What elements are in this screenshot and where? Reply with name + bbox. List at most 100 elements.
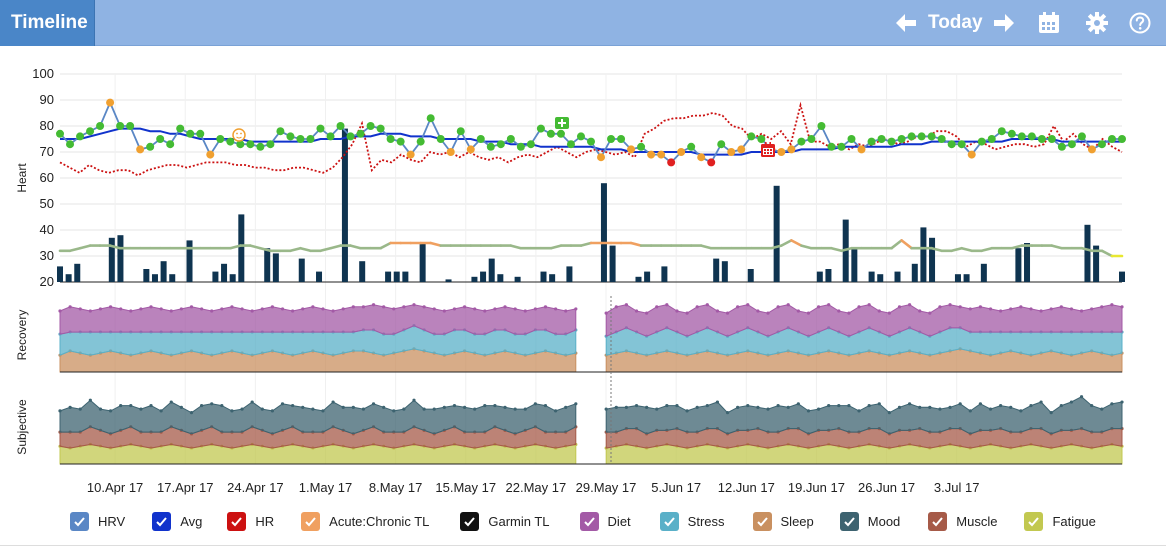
garmin-tl-bar[interactable]: [316, 271, 323, 282]
garmin-tl-bar[interactable]: [264, 248, 271, 282]
hrv-point[interactable]: [807, 135, 816, 143]
garmin-tl-bar[interactable]: [480, 271, 487, 282]
garmin-tl-bar[interactable]: [117, 235, 124, 282]
garmin-tl-bar[interactable]: [868, 271, 875, 282]
hrv-point[interactable]: [867, 137, 876, 146]
hrv-point[interactable]: [286, 132, 295, 141]
garmin-tl-bar[interactable]: [169, 274, 176, 282]
garmin-tl-bar[interactable]: [851, 248, 858, 282]
hrv-point[interactable]: [687, 142, 696, 151]
hrv-point[interactable]: [536, 124, 545, 133]
hrv-point[interactable]: [466, 145, 475, 154]
hrv-point[interactable]: [857, 145, 866, 154]
garmin-tl-bar[interactable]: [514, 276, 521, 282]
hrv-point[interactable]: [346, 132, 355, 141]
hrv-point[interactable]: [967, 150, 976, 159]
hrv-point[interactable]: [156, 135, 165, 143]
hrv-point[interactable]: [817, 122, 826, 130]
garmin-tl-bar[interactable]: [635, 276, 642, 282]
legend-item-hrv[interactable]: HRV: [70, 511, 125, 531]
hrv-point[interactable]: [476, 135, 485, 143]
garmin-tl-bar[interactable]: [298, 258, 305, 282]
hrv-point[interactable]: [216, 135, 225, 143]
hrv-point[interactable]: [566, 140, 575, 149]
legend-item-muscle[interactable]: Muscle: [928, 511, 997, 531]
legend-item-acute-chronic-tl[interactable]: Acute:Chronic TL: [301, 511, 429, 531]
hrv-point[interactable]: [777, 148, 786, 156]
garmin-tl-bar[interactable]: [238, 214, 245, 282]
hrv-point[interactable]: [977, 137, 986, 146]
hrv-point[interactable]: [1007, 129, 1016, 138]
hrv-point[interactable]: [917, 132, 926, 141]
hrv-point[interactable]: [136, 145, 145, 154]
hrv-point[interactable]: [556, 129, 565, 138]
hrv-point[interactable]: [86, 127, 95, 136]
hrv-point[interactable]: [416, 137, 425, 146]
hrv-point[interactable]: [356, 129, 365, 138]
legend-item-avg[interactable]: Avg: [152, 511, 202, 531]
garmin-tl-bar[interactable]: [644, 271, 651, 282]
hrv-point[interactable]: [617, 135, 626, 143]
hrv-point[interactable]: [727, 148, 736, 156]
hrv-point[interactable]: [887, 137, 896, 146]
legend-item-mood[interactable]: Mood: [839, 511, 900, 531]
hrv-point[interactable]: [96, 122, 105, 130]
calendar-button[interactable]: [1037, 11, 1061, 35]
garmin-tl-bar[interactable]: [1084, 224, 1091, 282]
garmin-tl-bar[interactable]: [980, 263, 987, 282]
hrv-point[interactable]: [1027, 132, 1036, 141]
hrv-point[interactable]: [66, 140, 75, 149]
hrv-point[interactable]: [256, 142, 265, 151]
legend-item-sleep[interactable]: Sleep: [752, 511, 814, 531]
hrv-point[interactable]: [697, 153, 706, 162]
timeline-chart[interactable]: 20 30 40 50 60 70 80 90 100 10.Apr 17 17.Apr 17 24.…: [0, 46, 1166, 506]
garmin-tl-bar[interactable]: [341, 128, 348, 282]
hrv-point[interactable]: [657, 150, 666, 159]
legend-item-diet[interactable]: Diet: [579, 511, 631, 531]
hrv-point[interactable]: [587, 137, 595, 146]
hrv-point[interactable]: [196, 129, 205, 138]
garmin-tl-bar[interactable]: [419, 243, 426, 282]
hrv-point[interactable]: [496, 140, 505, 149]
garmin-tl-bar[interactable]: [1093, 245, 1100, 282]
hrv-point[interactable]: [947, 140, 956, 149]
legend-item-fatigue[interactable]: Fatigue: [1024, 511, 1096, 531]
hrv-point[interactable]: [957, 140, 966, 149]
hrv-point[interactable]: [997, 127, 1006, 136]
garmin-tl-bar[interactable]: [920, 227, 927, 282]
garmin-tl-bar[interactable]: [661, 266, 668, 282]
legend-item-hr[interactable]: HR: [227, 511, 274, 531]
garmin-tl-bar[interactable]: [57, 266, 63, 282]
hrv-point[interactable]: [226, 137, 235, 146]
face-icon[interactable]: [232, 128, 246, 142]
hrv-point[interactable]: [106, 98, 115, 107]
calendar-event-icon[interactable]: [761, 142, 775, 157]
hrv-point[interactable]: [306, 135, 315, 143]
hrv-point[interactable]: [176, 124, 185, 133]
legend-item-garmin-tl[interactable]: Garmin TL: [460, 511, 550, 531]
next-button[interactable]: [991, 10, 1017, 36]
hrv-point[interactable]: [266, 140, 275, 149]
garmin-tl-bar[interactable]: [713, 258, 720, 282]
hrv-point[interactable]: [627, 145, 636, 154]
hrv-point[interactable]: [166, 140, 175, 149]
garmin-tl-bar[interactable]: [221, 263, 228, 282]
garmin-tl-bar[interactable]: [1024, 243, 1031, 282]
checkbox-icon[interactable]: [839, 511, 859, 531]
hrv-point[interactable]: [116, 122, 125, 130]
hrv-point[interactable]: [1107, 135, 1116, 143]
hrv-point[interactable]: [516, 142, 525, 151]
hrv-point[interactable]: [526, 140, 535, 149]
garmin-tl-bar[interactable]: [600, 183, 607, 282]
hrv-point[interactable]: [757, 135, 766, 143]
hrv-point[interactable]: [506, 135, 515, 143]
garmin-tl-bar[interactable]: [911, 263, 918, 282]
hrv-point[interactable]: [677, 148, 686, 156]
hrv-point[interactable]: [747, 132, 756, 141]
garmin-tl-bar[interactable]: [566, 266, 573, 282]
garmin-tl-bar[interactable]: [186, 240, 193, 282]
hrv-point[interactable]: [326, 132, 335, 141]
hrv-point[interactable]: [1118, 135, 1126, 143]
hrv-point[interactable]: [546, 129, 555, 138]
hrv-point[interactable]: [426, 114, 435, 123]
